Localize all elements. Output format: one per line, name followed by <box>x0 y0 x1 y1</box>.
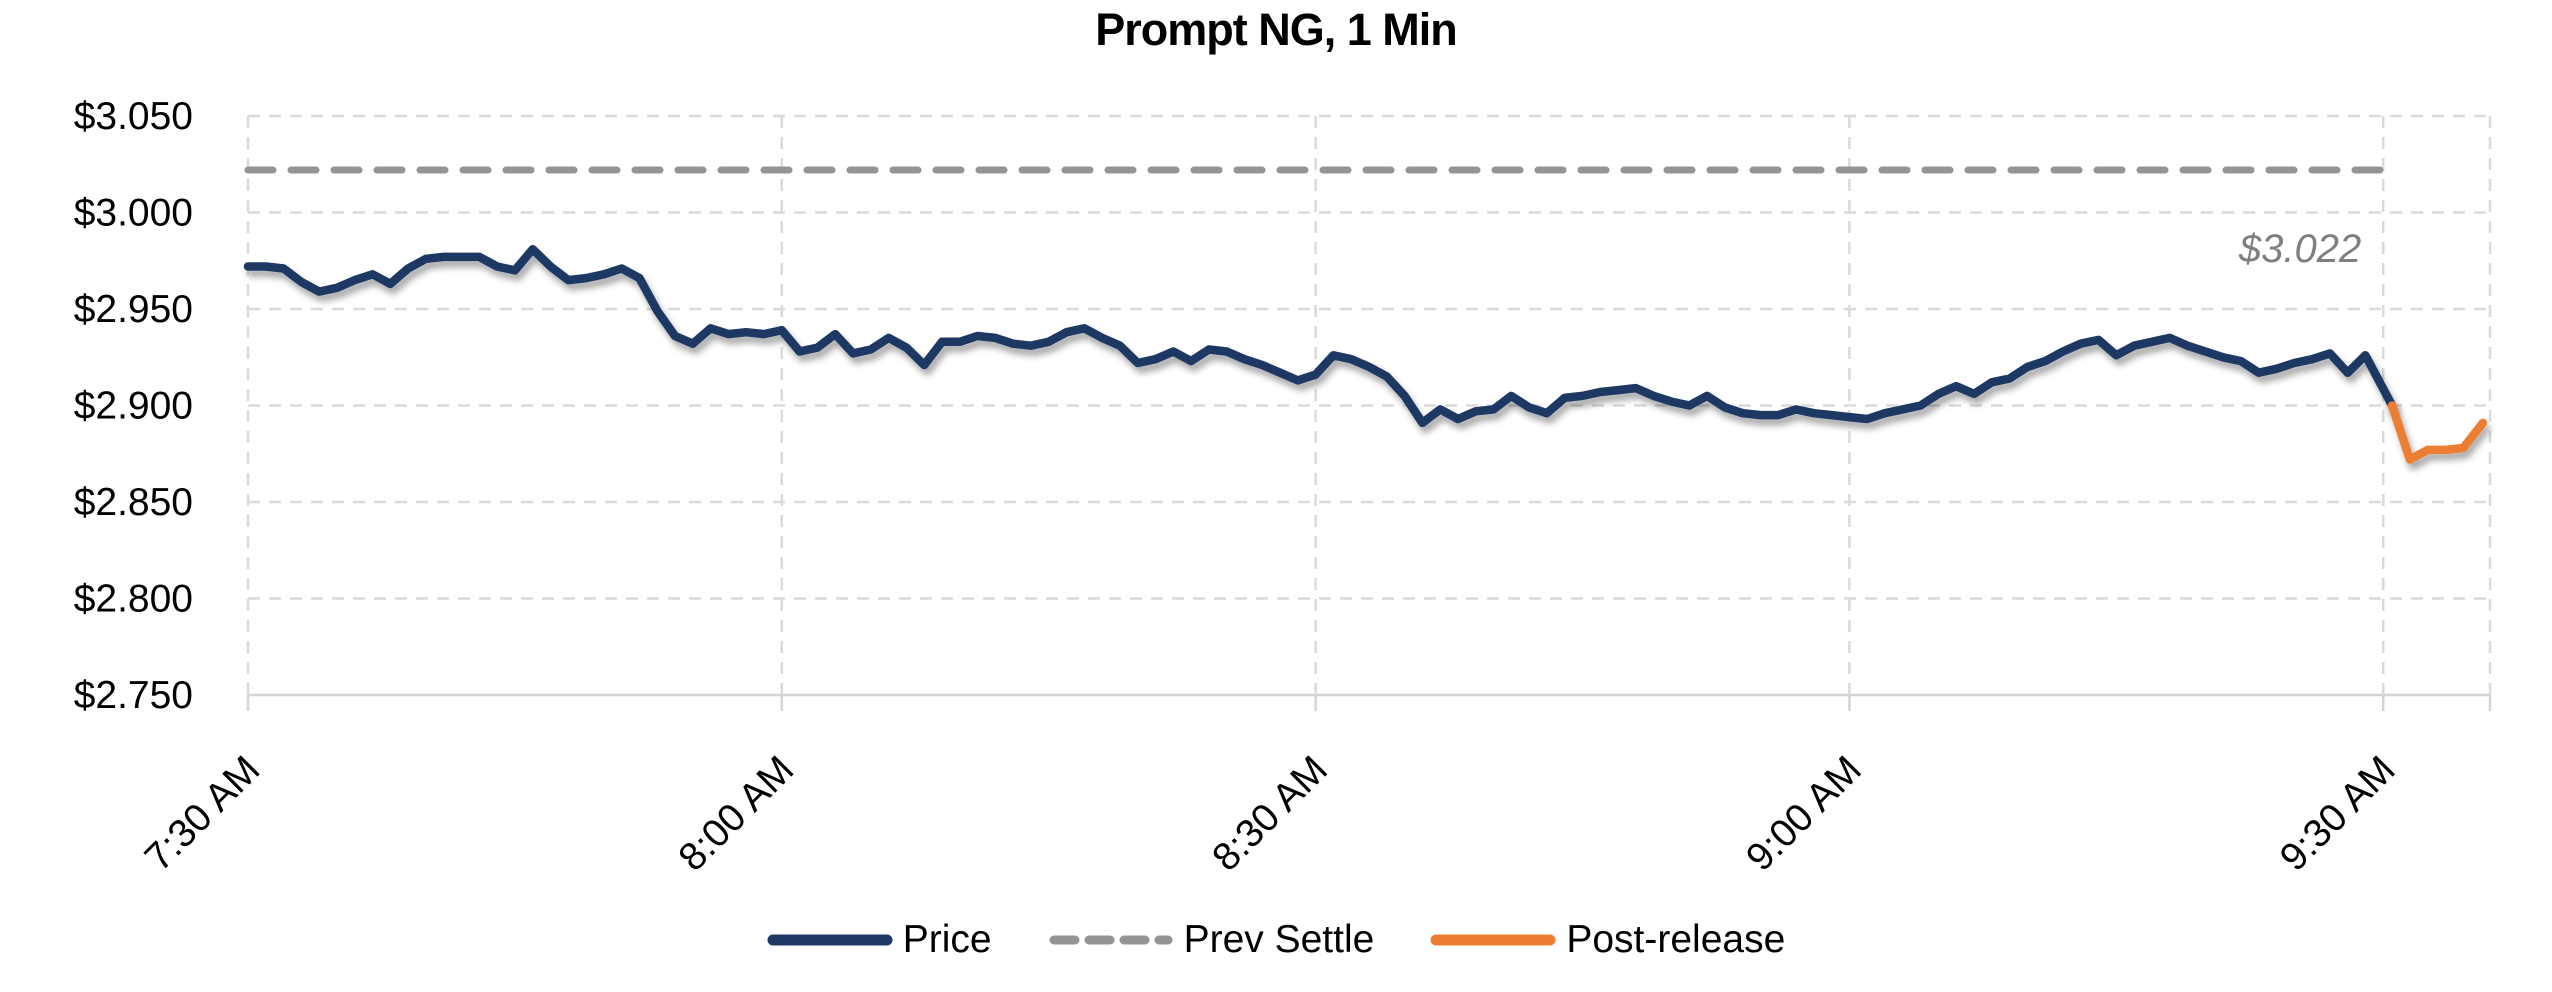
prev-settle-dashed-swatch-icon <box>1049 935 1173 945</box>
x-axis-tick-label: 7:30 AM <box>137 748 269 880</box>
legend-label-post-release: Post-release <box>1566 918 1786 961</box>
x-axis-tick-label: 8:00 AM <box>671 748 803 880</box>
x-axis-tick-label: 9:30 AM <box>2272 748 2404 880</box>
y-axis-tick-label: $2.800 <box>74 578 193 621</box>
y-axis-tick-label: $3.050 <box>74 95 193 138</box>
post-release-line <box>2387 401 2488 464</box>
chart-legend: Price Prev Settle Post-release <box>0 918 2552 962</box>
prev-settle-annotation: $3.022 <box>2238 227 2361 271</box>
y-axis-tick-label: $2.750 <box>74 674 193 717</box>
legend-item-price: Price <box>767 918 992 962</box>
price-line <box>243 244 2397 428</box>
y-axis-tick-label: $3.000 <box>74 192 193 235</box>
legend-label-prev-settle: Prev Settle <box>1183 918 1375 961</box>
y-axis-tick-label: $2.850 <box>74 481 193 524</box>
x-axis-tick-label: 9:00 AM <box>1738 748 1870 880</box>
chart-title: Prompt NG, 1 Min <box>1095 4 1458 55</box>
price-line-swatch-icon <box>767 934 893 946</box>
y-axis-tick-label: $2.950 <box>74 288 193 331</box>
y-axis-tick-label: $2.900 <box>74 385 193 428</box>
post-release-line-swatch-icon <box>1430 934 1556 946</box>
x-axis-tick-label: 8:30 AM <box>1204 748 1336 880</box>
legend-item-prev-settle: Prev Settle <box>1048 918 1375 962</box>
legend-item-post-release: Post-release <box>1430 918 1785 962</box>
legend-label-price: Price <box>902 918 992 961</box>
